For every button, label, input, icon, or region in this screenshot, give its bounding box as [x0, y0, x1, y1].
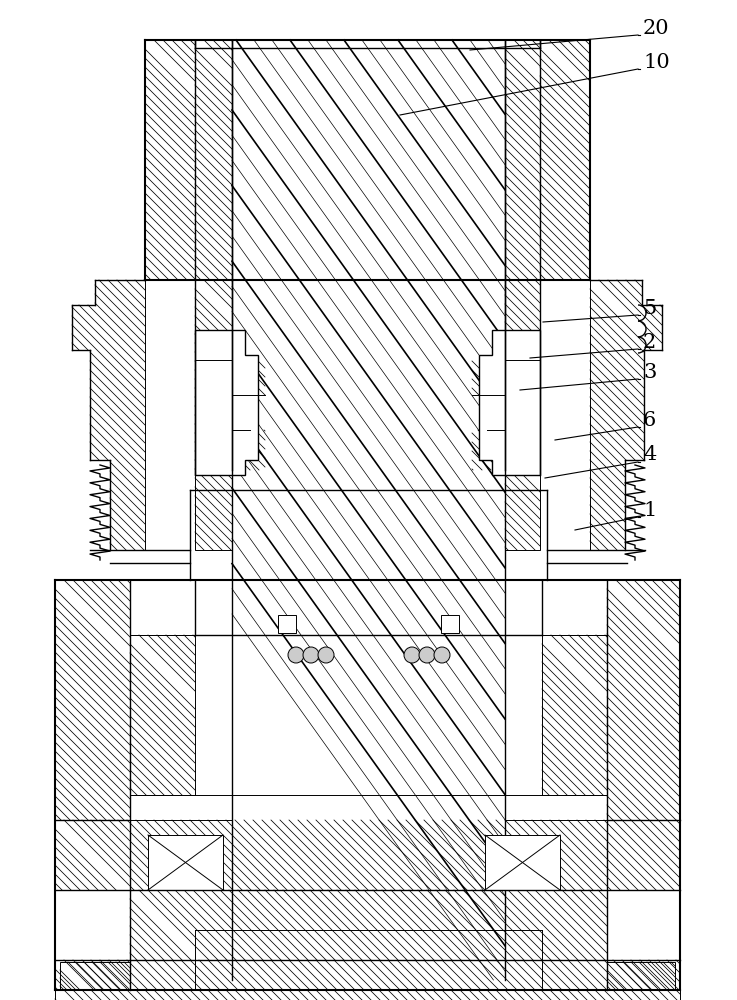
- Polygon shape: [590, 280, 662, 550]
- Polygon shape: [607, 580, 680, 820]
- Polygon shape: [55, 580, 130, 820]
- Polygon shape: [60, 962, 130, 990]
- Polygon shape: [55, 820, 680, 890]
- Bar: [441, 615, 459, 633]
- Polygon shape: [479, 330, 540, 475]
- Text: 5: 5: [643, 298, 656, 318]
- Circle shape: [318, 647, 334, 663]
- Text: 20: 20: [643, 18, 670, 37]
- Polygon shape: [195, 40, 232, 280]
- Text: 1: 1: [643, 500, 657, 520]
- Text: 2: 2: [643, 332, 656, 352]
- Polygon shape: [607, 962, 675, 990]
- Polygon shape: [130, 890, 607, 960]
- Bar: [148, 835, 223, 890]
- Text: 3: 3: [643, 362, 657, 381]
- Bar: [485, 835, 560, 890]
- Polygon shape: [505, 40, 540, 280]
- Circle shape: [419, 647, 435, 663]
- Bar: [278, 615, 296, 633]
- Circle shape: [288, 647, 304, 663]
- Circle shape: [404, 647, 420, 663]
- Polygon shape: [472, 280, 540, 550]
- Circle shape: [303, 647, 319, 663]
- Text: 4: 4: [643, 446, 656, 464]
- Polygon shape: [195, 330, 258, 475]
- Text: 6: 6: [643, 410, 656, 430]
- Polygon shape: [55, 960, 680, 990]
- Polygon shape: [540, 40, 590, 280]
- Circle shape: [434, 647, 450, 663]
- Bar: [232, 40, 505, 980]
- Polygon shape: [72, 280, 145, 550]
- Polygon shape: [145, 40, 195, 280]
- Polygon shape: [542, 635, 607, 795]
- Polygon shape: [195, 280, 265, 550]
- Polygon shape: [55, 990, 680, 1000]
- Polygon shape: [130, 635, 195, 795]
- Text: 10: 10: [643, 52, 670, 72]
